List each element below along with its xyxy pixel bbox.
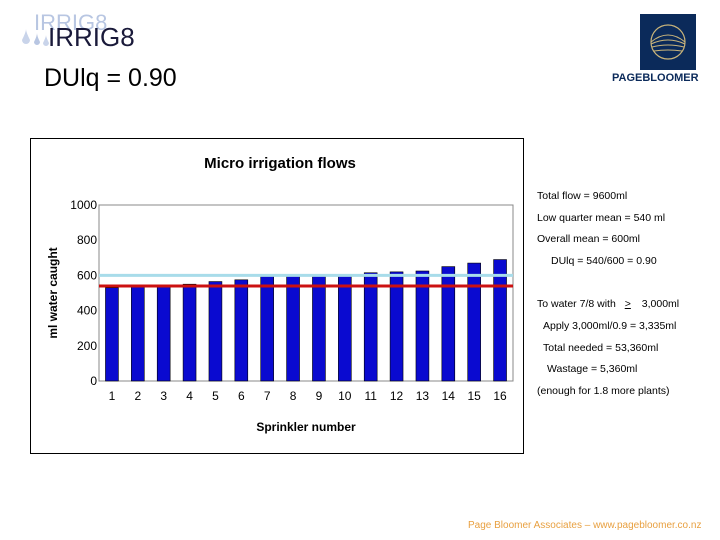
x-tick-label: 16 — [493, 389, 507, 403]
bar — [441, 266, 456, 382]
brand-name: PAGEBLOOMER — [612, 72, 699, 84]
y-tick-label: 200 — [77, 339, 97, 353]
note-enough: (enough for 1.8 more plants) — [537, 385, 670, 397]
x-tick-label: 4 — [186, 389, 193, 403]
bar — [156, 285, 171, 382]
water-drops-icon — [22, 29, 49, 46]
note-apply: Apply 3,000ml/0.9 = 3,335ml — [543, 320, 677, 332]
bar — [182, 283, 197, 382]
bar — [105, 287, 119, 382]
bar — [208, 281, 223, 382]
y-tick-label: 1000 — [70, 198, 97, 212]
x-tick-label: 15 — [468, 389, 482, 403]
bar — [260, 275, 274, 382]
pagebloomer-emblem-icon — [640, 14, 696, 70]
bar — [234, 279, 249, 382]
chart-title: Micro irrigation flows — [204, 155, 356, 172]
bar — [467, 262, 481, 382]
x-tick-label: 5 — [212, 389, 219, 403]
bar — [415, 270, 430, 382]
bar-chart: Micro irrigation flows ml water caught Spr… — [46, 155, 514, 434]
x-tick-label: 8 — [290, 389, 297, 403]
note-total-needed: Total needed = 53,360ml — [543, 342, 659, 354]
slide-title: DUlq = 0.90 — [44, 64, 177, 92]
x-tick-label: 3 — [160, 389, 167, 403]
y-tick-label: 400 — [77, 304, 97, 318]
y-tick-label: 600 — [77, 268, 97, 282]
bar — [312, 275, 326, 382]
x-tick-label: 2 — [134, 389, 141, 403]
bar — [493, 259, 507, 382]
note-total-flow: Total flow = 9600ml — [537, 190, 628, 202]
note-overall-mean: Overall mean = 600ml — [537, 233, 641, 245]
note-wastage: Wastage = 5,360ml — [547, 363, 638, 375]
x-tick-label: 13 — [416, 389, 430, 403]
bar — [338, 274, 352, 382]
note-to-water-prefix: To water 7/8 with — [537, 298, 616, 310]
bar — [131, 286, 145, 382]
note-low-quarter: Low quarter mean = 540 ml — [537, 212, 666, 224]
x-tick-label: 10 — [338, 389, 352, 403]
greater-equal-symbol: > — [624, 298, 631, 310]
x-tick-label: 1 — [109, 389, 116, 403]
x-axis-label: Sprinkler number — [256, 420, 356, 434]
bar — [363, 272, 378, 382]
logo-ghost-text: IRRIG8 — [34, 10, 108, 35]
y-axis-label: ml water caught — [46, 247, 60, 338]
bar — [286, 275, 300, 382]
logo-text: IRRIG8 — [48, 22, 135, 52]
bar — [389, 271, 404, 382]
footer-text: Page Bloomer Associates – www.pagebloome… — [468, 520, 702, 531]
y-tick-label: 0 — [90, 374, 97, 388]
y-tick-label: 800 — [77, 233, 97, 247]
x-tick-label: 6 — [238, 389, 245, 403]
note-to-water: To water 7/8 with > 3,000ml — [537, 298, 679, 310]
note-dulq: DUlq = 540/600 = 0.90 — [551, 255, 657, 267]
x-tick-label: 12 — [390, 389, 404, 403]
x-tick-label: 14 — [442, 389, 456, 403]
chart-frame: Micro irrigation flows ml water caught Spr… — [30, 138, 524, 454]
x-tick-label: 11 — [364, 389, 377, 403]
note-to-water-suffix: 3,000ml — [641, 298, 680, 310]
x-tick-label: 7 — [264, 389, 271, 403]
x-tick-label: 9 — [316, 389, 323, 403]
